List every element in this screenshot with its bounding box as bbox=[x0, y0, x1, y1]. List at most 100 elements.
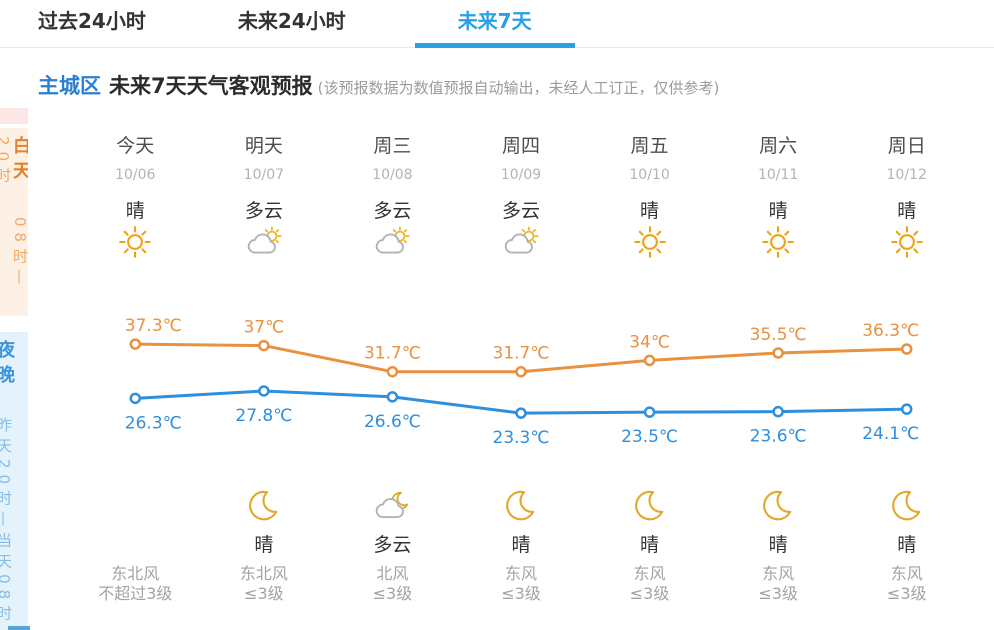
day-name: 周日 bbox=[887, 135, 926, 157]
temp-label: 35.5℃ bbox=[750, 325, 807, 345]
temp-point bbox=[515, 365, 527, 378]
empty-icon bbox=[116, 487, 154, 525]
night-weather-text bbox=[71, 530, 200, 554]
temp-label: 37.3℃ bbox=[125, 316, 182, 336]
sun-icon bbox=[116, 223, 154, 261]
sun-icon bbox=[759, 223, 797, 261]
sidebar-night-section: 夜晚 昨天20时—当天08时 bbox=[0, 332, 28, 630]
temp-point bbox=[900, 403, 913, 415]
night-forecast-row: 东北风 不超过3级 晴 东北风 ≤3级 多云 北风 ≤3级 晴 东风 ≤3级 晴 东风 ≤… bbox=[71, 484, 971, 604]
sidebar-section-end-pink bbox=[0, 108, 28, 124]
day-name: 周四 bbox=[501, 135, 540, 157]
temp-label: 36.3℃ bbox=[862, 321, 919, 341]
day-date: 10/08 bbox=[372, 167, 413, 183]
temp-point bbox=[129, 338, 142, 350]
temp-label: 23.6℃ bbox=[750, 427, 807, 447]
tab-next-24h[interactable]: 未来24小时 bbox=[237, 9, 346, 33]
day-name: 今天 bbox=[116, 135, 155, 157]
temp-point bbox=[643, 406, 656, 418]
day-date: 10/09 bbox=[500, 167, 542, 183]
tab-bar: 过去24小时 未来24小时 未来7天 bbox=[0, 0, 994, 48]
temp-point bbox=[772, 405, 784, 418]
wind-level: ≤3级 bbox=[758, 584, 798, 603]
wind-direction: 东北风 bbox=[239, 564, 288, 583]
day-weather-text: 晴 bbox=[897, 200, 917, 222]
night-column-tomorrow: 晴 东北风 ≤3级 bbox=[200, 484, 329, 604]
temp-label: 24.1℃ bbox=[862, 424, 919, 444]
day-date: 10/12 bbox=[886, 167, 927, 183]
night-column-thu: 晴 东风 ≤3级 bbox=[457, 484, 586, 604]
temp-point bbox=[129, 392, 142, 405]
temp-label: 31.7℃ bbox=[493, 344, 550, 364]
day-name: 周三 bbox=[373, 135, 412, 157]
moon-icon bbox=[888, 487, 926, 525]
temp-point bbox=[386, 391, 399, 403]
day-weather-text: 晴 bbox=[768, 200, 788, 222]
sidebar-daytime-section: 白天 08时—20时 bbox=[0, 128, 28, 316]
sidebar-daytime-range: 08时—20时 bbox=[0, 136, 28, 291]
wind-direction: 东风 bbox=[633, 564, 666, 583]
cloud-sun-icon bbox=[502, 223, 540, 261]
cloud-sun-icon bbox=[373, 223, 411, 261]
temp-label: 23.5℃ bbox=[621, 427, 678, 447]
night-weather-text: 多云 bbox=[373, 534, 412, 556]
temp-label: 27.8℃ bbox=[235, 406, 292, 426]
sidebar-night-range: 昨天20时—当天08时 bbox=[0, 417, 13, 627]
temp-label: 34℃ bbox=[629, 332, 670, 352]
cloud-moon-icon bbox=[373, 487, 411, 525]
day-weather-text: 多云 bbox=[501, 200, 540, 222]
wind-level: ≤3级 bbox=[372, 584, 413, 603]
sun-icon bbox=[888, 223, 926, 261]
day-forecast-row: 今天 10/06 晴 明天 10/07 多云 周三 10/08 多云 周四 10… bbox=[71, 133, 971, 261]
temp-label: 37℃ bbox=[243, 318, 284, 338]
day-weather-text: 多云 bbox=[373, 200, 412, 222]
temp-label: 26.6℃ bbox=[364, 412, 421, 432]
night-column-sun: 晴 东风 ≤3级 bbox=[842, 484, 971, 604]
night-column-today: 东北风 不超过3级 bbox=[71, 484, 200, 604]
sidebar-next-section-chip bbox=[8, 626, 30, 630]
wind-level: ≤3级 bbox=[629, 584, 670, 603]
tab-past-24h[interactable]: 过去24小时 bbox=[38, 9, 146, 33]
wind-level: ≤3级 bbox=[501, 584, 541, 603]
day-date: 10/07 bbox=[243, 167, 285, 183]
forecast-column-today: 今天 10/06 晴 bbox=[71, 133, 200, 261]
cloud-sun-icon bbox=[245, 223, 283, 261]
day-date: 10/10 bbox=[629, 167, 670, 183]
night-weather-text: 晴 bbox=[511, 534, 531, 556]
night-column-sat: 晴 东风 ≤3级 bbox=[714, 484, 843, 604]
day-weather-text: 晴 bbox=[640, 200, 660, 222]
page-title: 未来7天天气客观预报 bbox=[109, 74, 313, 98]
temp-point bbox=[515, 407, 527, 419]
night-column-wed: 多云 北风 ≤3级 bbox=[328, 484, 457, 604]
night-weather-text: 晴 bbox=[897, 534, 917, 556]
region-label: 主城区 bbox=[38, 74, 101, 98]
forecast-note: (该预报数据为数值预报自动输出，未经人工订正，仅供参考) bbox=[317, 79, 720, 97]
wind-direction: 东风 bbox=[762, 564, 795, 583]
moon-icon bbox=[502, 487, 540, 525]
night-column-fri: 晴 东风 ≤3级 bbox=[585, 484, 714, 604]
temperature-chart: 37.3℃ 37℃ 31.7℃ 31.7℃ 34℃ 35.5℃ 36.3℃ 26.3℃ 27.8… bbox=[125, 316, 919, 448]
temp-label: 23.3℃ bbox=[493, 428, 550, 448]
wind-level: ≤3级 bbox=[886, 584, 927, 603]
day-date: 10/11 bbox=[757, 167, 799, 183]
moon-icon bbox=[759, 487, 797, 525]
day-name: 明天 bbox=[244, 135, 283, 157]
night-weather-text: 晴 bbox=[640, 534, 660, 556]
temp-point bbox=[258, 385, 270, 397]
wind-direction: 东北风 bbox=[111, 564, 160, 583]
day-weather-text: 晴 bbox=[125, 200, 145, 222]
tab-next-7days[interactable]: 未来7天 bbox=[414, 5, 575, 48]
temp-point bbox=[900, 343, 913, 355]
temp-label: 26.3℃ bbox=[125, 413, 182, 433]
temp-point bbox=[386, 365, 399, 378]
moon-icon bbox=[631, 487, 669, 525]
forecast-column-fri: 周五 10/10 晴 bbox=[585, 133, 714, 261]
wind-direction: 东风 bbox=[890, 564, 923, 583]
day-name: 周六 bbox=[759, 135, 798, 157]
forecast-column-sun: 周日 10/12 晴 bbox=[842, 133, 971, 261]
night-weather-text: 晴 bbox=[254, 534, 274, 556]
forecast-column-thu: 周四 10/09 多云 bbox=[457, 133, 586, 261]
forecast-column-tomorrow: 明天 10/07 多云 bbox=[200, 133, 329, 261]
wind-level: ≤3级 bbox=[244, 584, 284, 603]
